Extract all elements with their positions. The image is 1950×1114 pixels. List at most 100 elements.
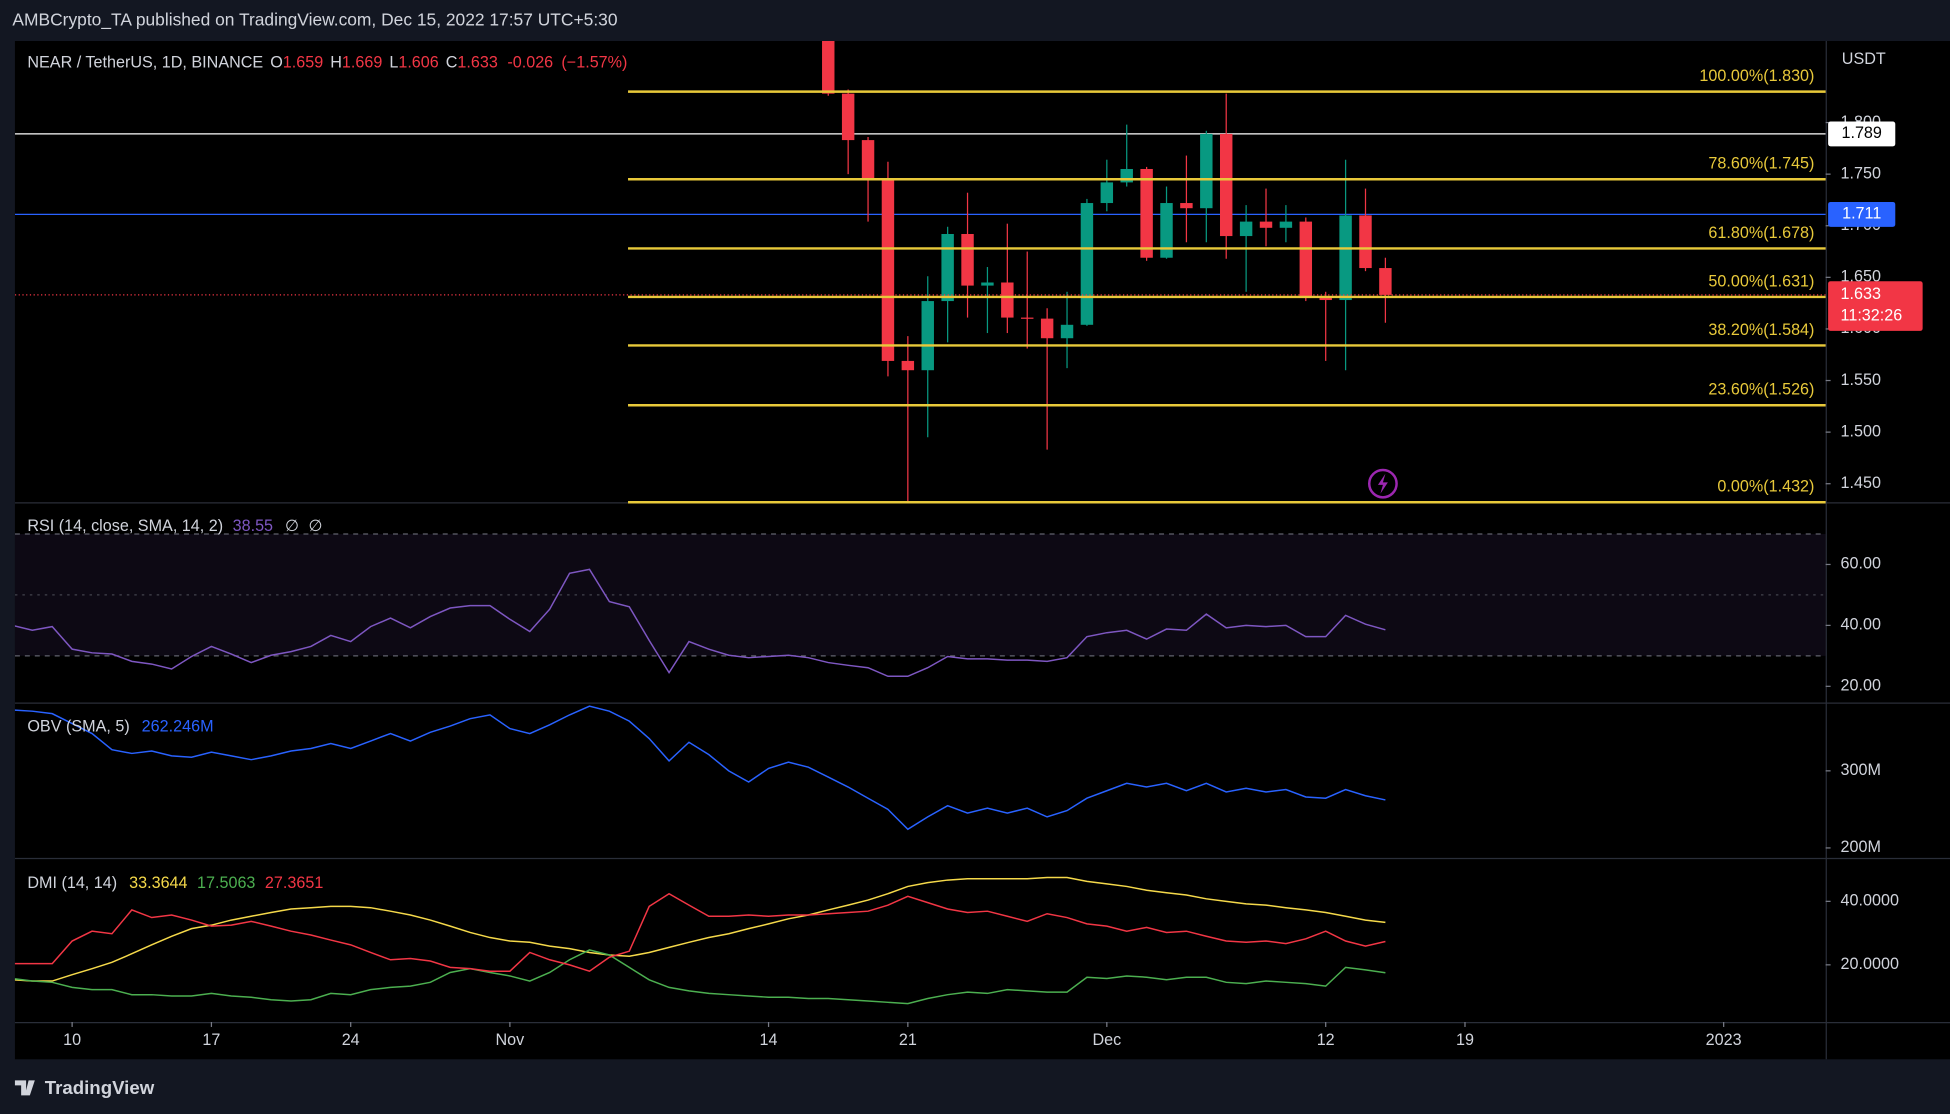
x-tick-label: 17	[202, 1031, 220, 1049]
rsi-extra: ∅	[309, 517, 323, 535]
adx-value: 33.3644	[129, 874, 187, 892]
logo-mark[interactable]	[14, 1080, 35, 1096]
candle-body	[1359, 215, 1372, 269]
overlay: 1.4501.5001.5501.6001.6501.7001.7501.800…	[63, 67, 1923, 1049]
candle-body	[1319, 297, 1332, 301]
rsi-legend: RSI (14, close, SMA, 14, 2) 38.55 ∅ ∅	[27, 517, 322, 535]
ohlc-value: 1.669	[342, 54, 382, 72]
candle-body	[1299, 221, 1313, 298]
y-tick-label: 200M	[1841, 838, 1881, 856]
alert-bolt[interactable]	[1377, 473, 1388, 494]
ohlc-label: C	[446, 54, 458, 72]
y-tick-label: 1.500	[1841, 422, 1881, 440]
symbol-title: NEAR / TetherUS, 1D, BINANCE	[27, 54, 263, 72]
ohlc-label: L	[389, 54, 398, 72]
footer-logo[interactable]: TradingView	[14, 1077, 155, 1098]
x-tick-label: 21	[899, 1031, 917, 1049]
candle-body	[941, 233, 954, 302]
ohlc-value: 1.659	[283, 54, 323, 72]
candle-body	[961, 233, 974, 286]
change-value: -0.026	[507, 54, 553, 72]
candle-body	[1239, 221, 1253, 237]
plus-di-value: 17.5063	[197, 874, 255, 892]
y-tick-label: 1.750	[1841, 164, 1881, 182]
price-axis-unit: USDT	[1842, 50, 1886, 68]
candle-body	[921, 301, 934, 371]
y-tick-label: 300M	[1841, 761, 1881, 779]
dmi-title: DMI (14, 14)	[27, 874, 117, 892]
fib-label: 50.00%(1.631)	[1708, 272, 1814, 290]
dmi-pane	[14, 876, 1386, 1005]
rsi-pane	[14, 533, 1826, 678]
indicator-line	[14, 892, 1386, 973]
y-tick-label: 1.450	[1841, 474, 1881, 492]
candle-body	[1339, 215, 1352, 301]
x-tick-label: 19	[1456, 1031, 1474, 1049]
price-label-box	[1828, 121, 1896, 147]
candle-body	[1001, 282, 1014, 318]
indicator-line	[14, 876, 1386, 982]
price-label-box	[1828, 201, 1896, 227]
indicator-line	[14, 568, 1386, 678]
candle-body	[1140, 168, 1153, 258]
rsi-value: 38.55	[233, 517, 273, 535]
y-tick-label: 1.550	[1841, 371, 1881, 389]
x-tick-label: 24	[342, 1031, 360, 1049]
candle-body	[1100, 182, 1114, 204]
price-pane	[14, 41, 1826, 503]
countdown: 11:32:26	[1841, 306, 1903, 324]
publisher-line: AMBCrypto_TA published on TradingView.co…	[12, 10, 617, 30]
fib-label: 0.00%(1.432)	[1717, 478, 1814, 496]
symbol-legend: NEAR / TetherUS, 1D, BINANCE O1.659 H1.6…	[27, 54, 627, 72]
candle-body	[1279, 221, 1293, 228]
x-tick-label: Nov	[496, 1031, 526, 1049]
minus-di-value: 27.3651	[265, 874, 323, 892]
fib-label: 61.80%(1.678)	[1708, 224, 1814, 242]
ohlc-label: H	[330, 54, 342, 72]
fib-label: 38.20%(1.584)	[1708, 321, 1814, 339]
candle-body	[1080, 203, 1094, 325]
rsi-title: RSI (14, close, SMA, 14, 2)	[27, 517, 223, 535]
change-percent: (−1.57%)	[561, 54, 627, 72]
candle-body	[822, 41, 835, 94]
price-label: 1.789	[1841, 124, 1881, 142]
x-tick-label: Dec	[1092, 1031, 1121, 1049]
candle-body	[841, 93, 855, 141]
ohlc-value: 1.606	[398, 54, 438, 72]
candle-body	[1021, 317, 1034, 319]
x-tick-label: 14	[760, 1031, 778, 1049]
y-tick-label: 20.0000	[1841, 955, 1899, 973]
brand[interactable]: TradingView	[45, 1077, 155, 1098]
last-price-box	[1828, 281, 1923, 331]
x-tick-label: 12	[1317, 1031, 1335, 1049]
obv-title: OBV (SMA, 5)	[27, 718, 129, 736]
alert-circle[interactable]	[1367, 468, 1398, 499]
y-tick-label: 1.650	[1841, 268, 1881, 286]
fib-label: 100.00%(1.830)	[1699, 67, 1814, 85]
fib-label: 78.60%(1.745)	[1708, 155, 1814, 173]
obv-value: 262.246M	[142, 718, 214, 736]
dmi-legend: DMI (14, 14) 33.3644 17.5063 27.3651	[27, 874, 323, 892]
candle-body	[881, 178, 895, 361]
obv-legend: OBV (SMA, 5) 262.246M	[27, 718, 213, 736]
indicator-line	[14, 949, 1386, 1005]
indicator-line	[14, 705, 1386, 831]
obv-pane	[14, 705, 1386, 831]
chart-area	[14, 41, 1950, 1060]
candle-body	[861, 140, 875, 179]
candle-body	[1180, 203, 1193, 209]
alert-icon[interactable]	[1367, 468, 1398, 499]
ohlc-value: 1.633	[457, 54, 497, 72]
y-tick-label: 20.00	[1841, 677, 1881, 695]
rsi-extra: ∅	[285, 517, 299, 535]
candle-body	[1160, 203, 1173, 258]
candle-body	[1259, 221, 1273, 228]
candle-body	[901, 360, 915, 371]
y-tick-label: 60.00	[1841, 555, 1881, 573]
fib-label: 23.60%(1.526)	[1708, 381, 1814, 399]
last-price-label: 1.633	[1841, 285, 1881, 303]
candle-body	[1379, 268, 1392, 295]
y-tick-label: 40.0000	[1841, 892, 1899, 910]
